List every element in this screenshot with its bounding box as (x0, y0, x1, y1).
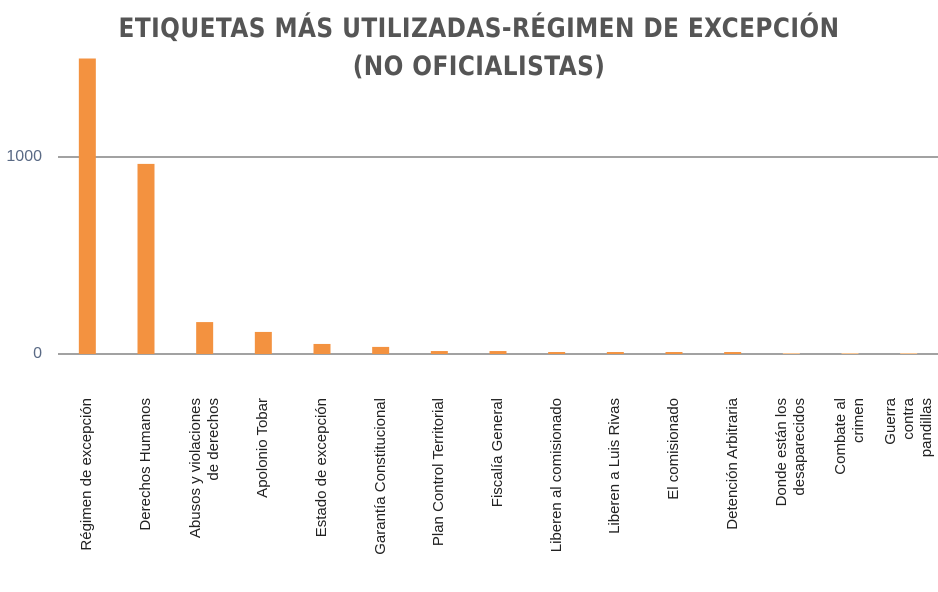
bar (313, 343, 331, 354)
x-tick-label: Apolonio Tobar (254, 398, 272, 498)
x-tick-label: Derechos Humanos (137, 398, 154, 531)
x-tick-label: Fiscalía General (489, 398, 506, 508)
x-tick-label: Detención Arbitraria (723, 398, 741, 530)
x-tick-label: Donde están los desaparecidos (773, 398, 809, 507)
bar (137, 163, 155, 354)
bar (841, 353, 859, 354)
bar (196, 322, 214, 354)
x-tick-label: Combate al crimen (832, 398, 867, 475)
x-tick-label: Estado de excepción (313, 398, 330, 538)
x-tick-label: Abusos y violaciones de derechos (186, 398, 222, 539)
x-tick-label: Plan Control Territorial (430, 398, 448, 547)
bar (782, 353, 800, 354)
x-tick-label: Liberen al comisionado (547, 398, 565, 553)
bar (724, 352, 742, 354)
bar (489, 351, 507, 354)
x-tick-label: Régimen de excepción (78, 398, 96, 551)
bar (372, 346, 390, 354)
bar (548, 352, 566, 354)
chart-title: ETIQUETAS MÁS UTILIZADAS-RÉGIMEN DE EXCE… (118, 13, 840, 82)
bar (254, 331, 272, 354)
bar (606, 352, 624, 354)
x-tick-label: El comisionado (665, 398, 682, 500)
bar (665, 352, 683, 354)
bar (78, 58, 96, 354)
bar (900, 353, 918, 354)
x-tick-label: Liberen a Luis Rivas (606, 398, 624, 534)
y-tick-label: 0 (33, 345, 42, 362)
y-tick-label: 1000 (6, 148, 42, 165)
x-tick-label: Guerra contra pandillas (881, 397, 935, 458)
x-tick-label: Garantía Constitucional (371, 398, 389, 555)
bar (430, 351, 448, 354)
